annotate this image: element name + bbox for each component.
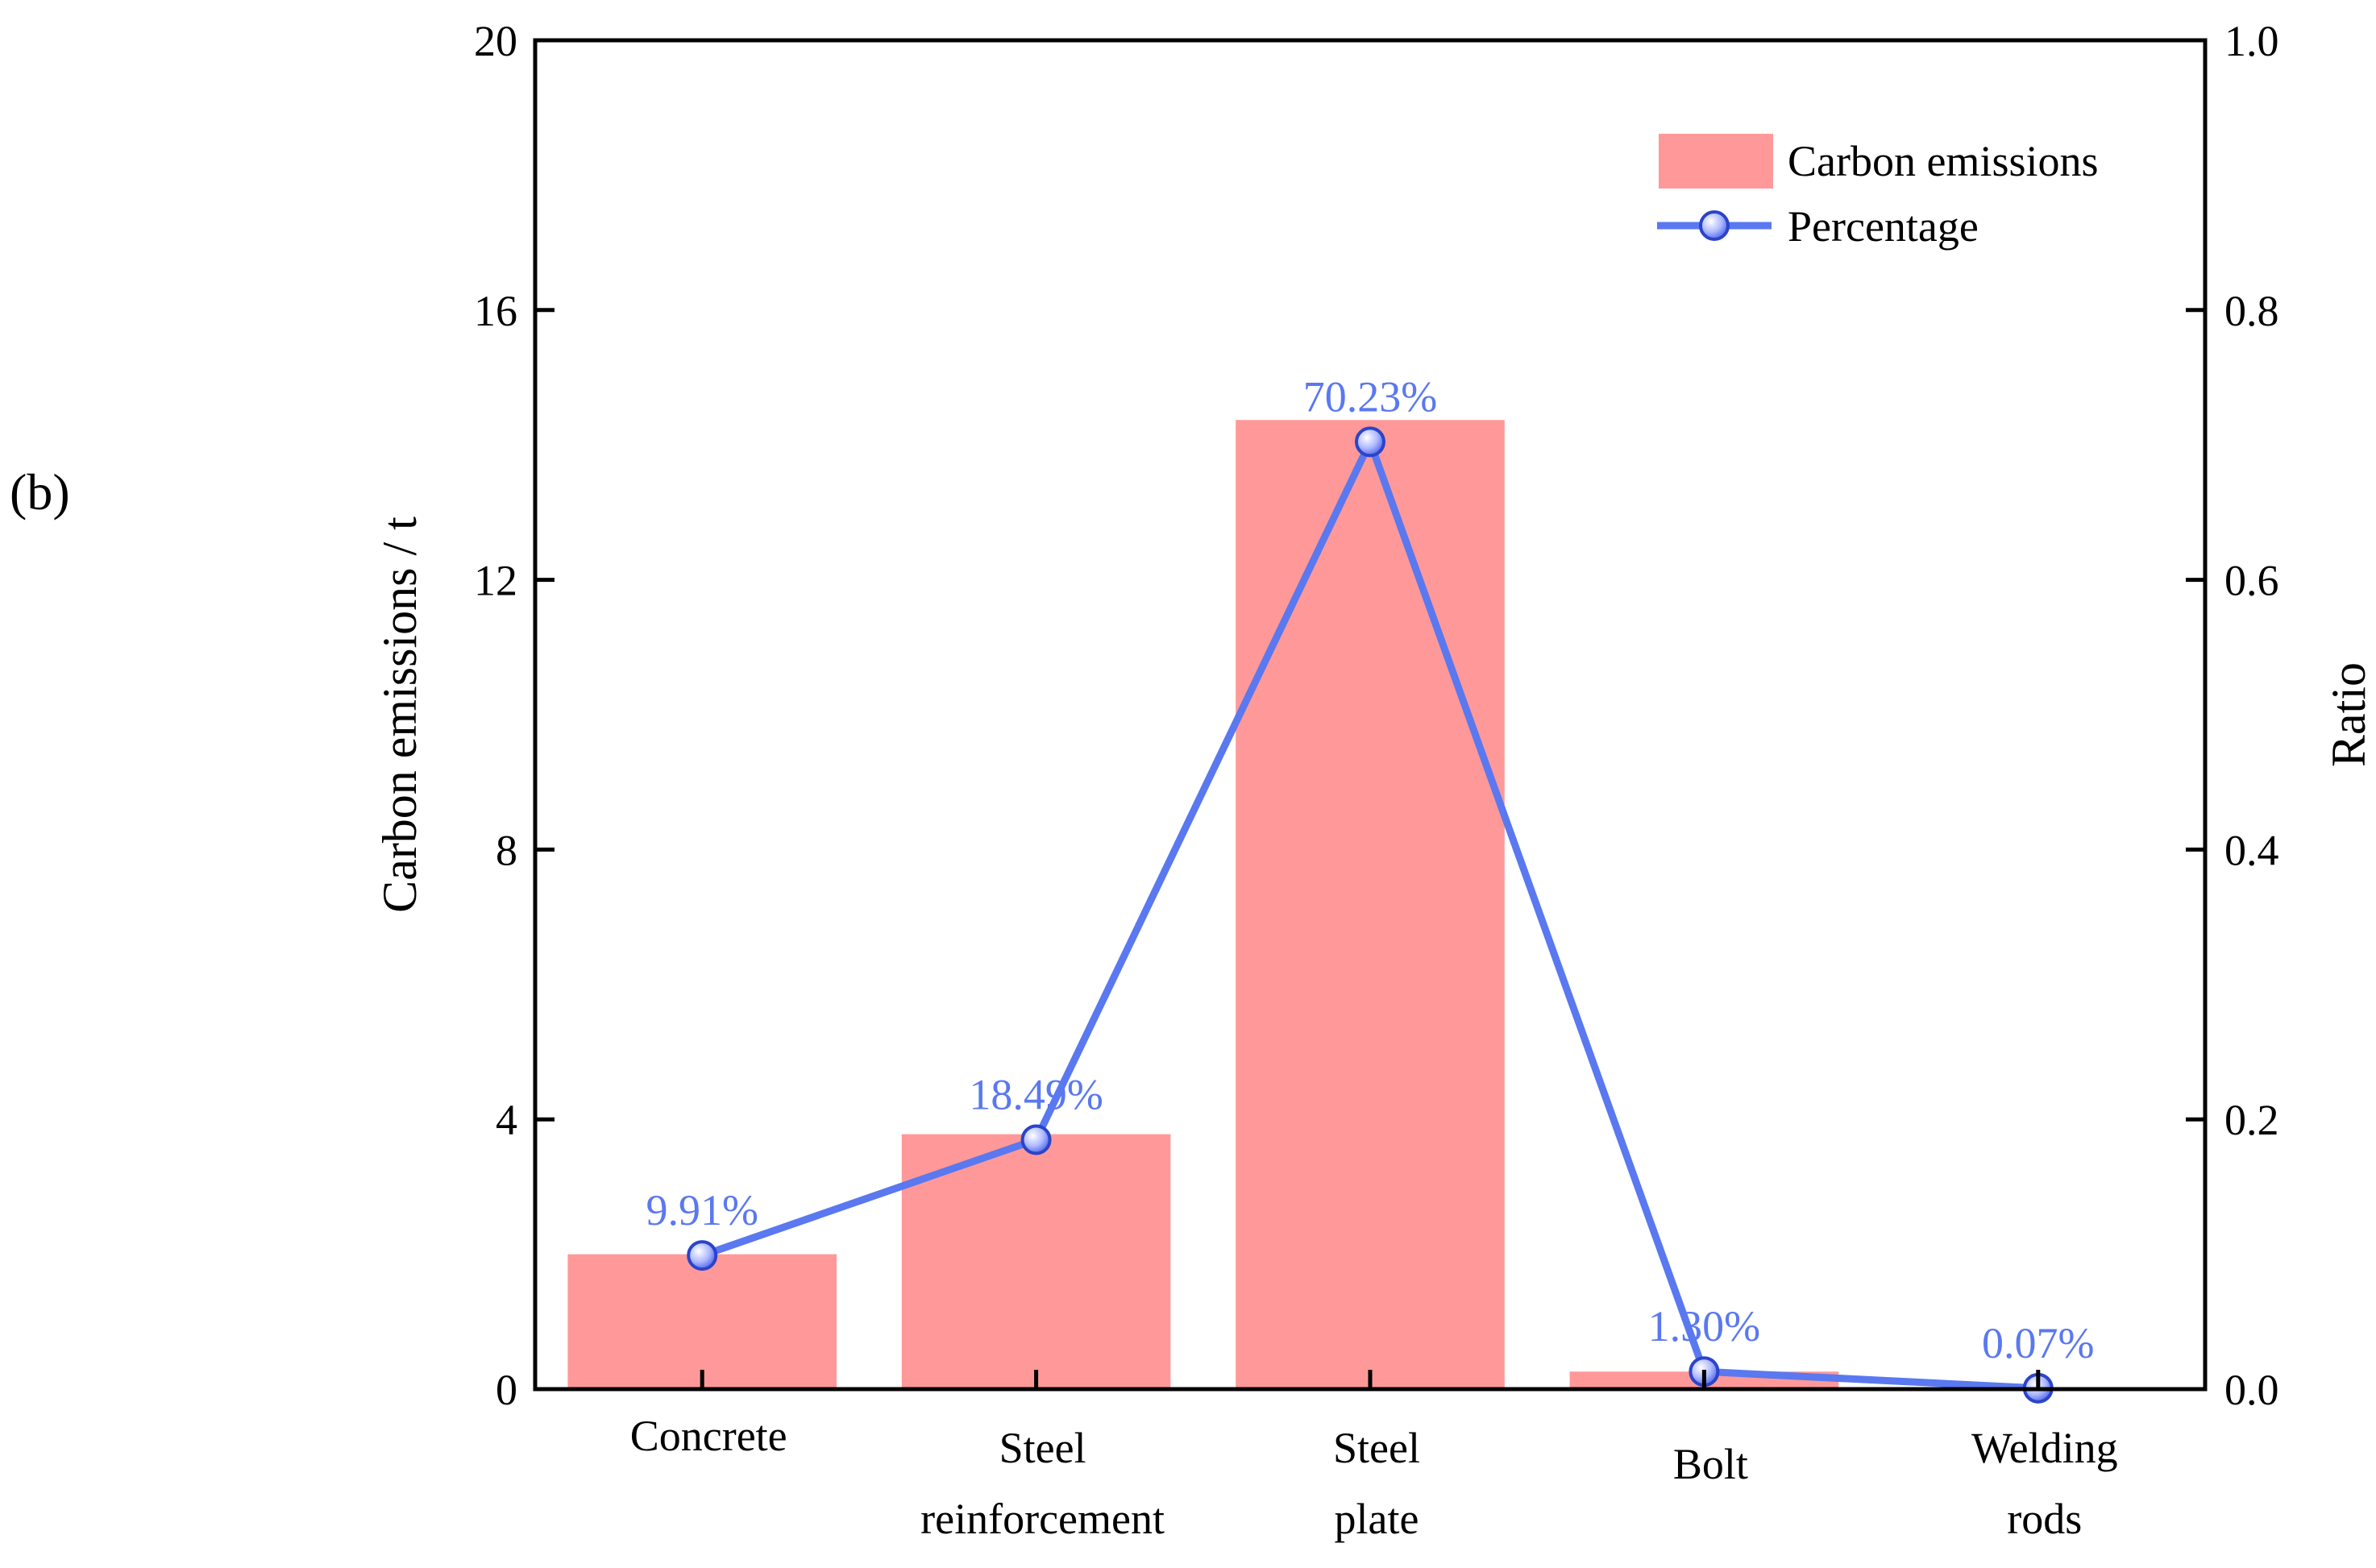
category-label-4: Bolt (1673, 1440, 1748, 1488)
left-tick-label-6: 20 (474, 17, 517, 65)
category-label-line: Welding (1971, 1424, 2118, 1472)
percentage-marker-3 (1355, 426, 1385, 458)
category-label-line: Concrete (630, 1412, 787, 1460)
left-tick-label-1: 0 (496, 1366, 517, 1414)
percentage-marker-1 (687, 1240, 718, 1271)
labels-layer: 9.91% 18.49% 70.23% 1.30% 0.07% 0 4 8 12 16 20 0.0 0… (373, 17, 2375, 1543)
category-label-5: Welding rods (1971, 1424, 2118, 1543)
legend-line-marker (1699, 210, 1730, 241)
panel-label: (b) (10, 463, 70, 521)
percentage-marker-2 (1020, 1124, 1052, 1155)
category-label-line: Steel (1333, 1424, 1420, 1472)
right-tick-label-1: 0.0 (2224, 1366, 2279, 1414)
data-label-3: 70.23% (1303, 372, 1437, 421)
y-axis-title-left: Carbon emissions / t (373, 516, 426, 913)
category-label-3: Steel plate (1333, 1424, 1420, 1543)
right-tick-label-2: 0.2 (2224, 1096, 2279, 1144)
bar-1 (567, 1254, 837, 1389)
category-label-2: Steel reinforcement (920, 1424, 1165, 1543)
right-tick-label-6: 1.0 (2224, 17, 2279, 65)
right-tick-label-4: 0.6 (2224, 557, 2279, 605)
right-tick-label-5: 0.8 (2224, 287, 2279, 335)
data-label-2: 18.49% (969, 1070, 1103, 1118)
line-layer (687, 426, 2054, 1404)
y-axis-title-right: Ratio (2322, 662, 2375, 767)
category-label-1: Concrete (630, 1412, 787, 1460)
category-label-line: Steel (999, 1424, 1086, 1472)
axes-layer (533, 38, 2208, 1392)
bar-2 (901, 1134, 1171, 1389)
left-tick-label-3: 8 (496, 826, 517, 874)
left-tick-label-2: 4 (496, 1096, 517, 1144)
category-label-line: rods (2007, 1495, 2082, 1543)
bars-layer (567, 420, 2173, 1390)
legend: Carbon emissions Percentage (1657, 134, 2099, 251)
data-label-4: 1.30% (1648, 1302, 1760, 1350)
legend-bar-swatch (1659, 134, 1773, 189)
category-label-line: plate (1335, 1495, 1419, 1543)
legend-line-label: Percentage (1788, 202, 1979, 251)
right-tick-label-3: 0.4 (2224, 826, 2279, 874)
data-label-5: 0.07% (1982, 1319, 2094, 1367)
category-label-line: reinforcement (920, 1495, 1165, 1543)
left-tick-label-5: 16 (474, 287, 517, 335)
data-label-1: 9.91% (646, 1186, 758, 1234)
category-label-line: Bolt (1673, 1440, 1748, 1488)
legend-bar-label: Carbon emissions (1788, 137, 2099, 185)
left-tick-label-4: 12 (474, 557, 517, 605)
bar-3 (1236, 420, 1505, 1390)
